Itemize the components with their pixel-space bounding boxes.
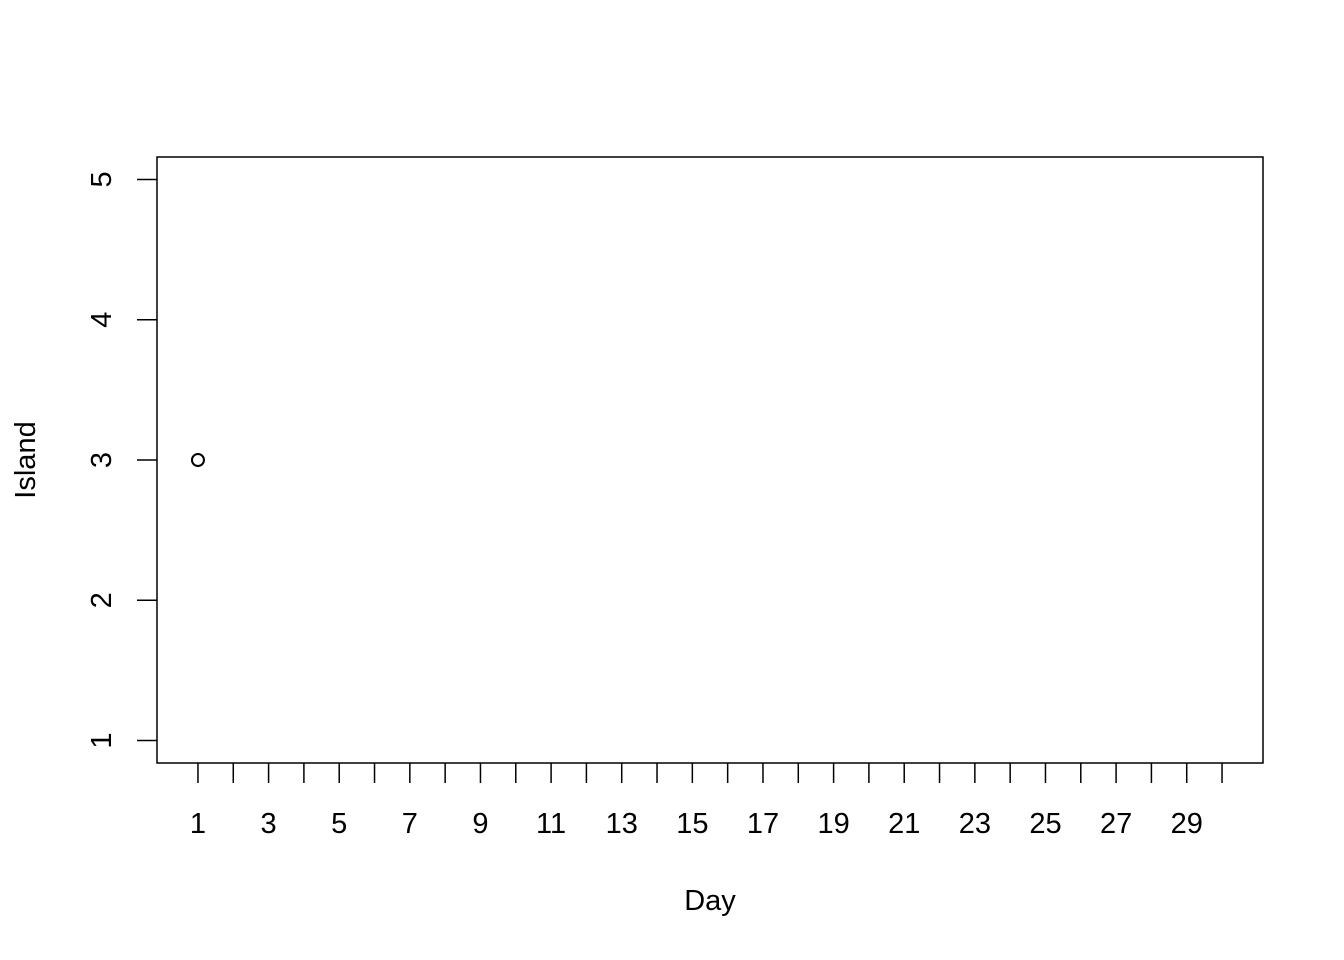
x-tick-label: 19 — [817, 808, 849, 840]
x-tick-label: 25 — [1029, 808, 1061, 840]
y-axis-label: Island — [10, 421, 42, 498]
data-points — [190, 453, 205, 467]
y-tick-label: 2 — [86, 592, 118, 608]
x-tick-label: 21 — [888, 808, 920, 840]
x-axis: 1 3 5 7 9 11 13 15 17 19 21 23 25 27 29 — [190, 763, 1223, 840]
y-tick-label: 5 — [86, 171, 118, 187]
x-tick-label: 1 — [190, 808, 206, 840]
y-tick-label: 1 — [86, 732, 118, 748]
x-tick-label: 29 — [1171, 808, 1203, 840]
x-tick-label: 11 — [536, 808, 566, 840]
x-tick-label: 23 — [959, 808, 991, 840]
y-tick-label: 3 — [86, 452, 118, 468]
y-tick-label: 4 — [86, 312, 118, 328]
x-tick-label: 27 — [1100, 808, 1132, 840]
y-axis: 1 2 3 4 5 — [86, 171, 157, 749]
plot-frame — [156, 156, 1264, 764]
x-tick-label: 9 — [472, 808, 488, 840]
x-axis-label: Day — [684, 885, 736, 917]
data-point — [190, 453, 205, 467]
x-tick-label: 3 — [261, 808, 277, 840]
x-tick-label: 7 — [402, 808, 418, 840]
x-tick-label: 13 — [606, 808, 638, 840]
x-tick-label: 5 — [331, 808, 347, 840]
x-tick-label: 15 — [676, 808, 708, 840]
x-tick-label: 17 — [747, 808, 779, 840]
